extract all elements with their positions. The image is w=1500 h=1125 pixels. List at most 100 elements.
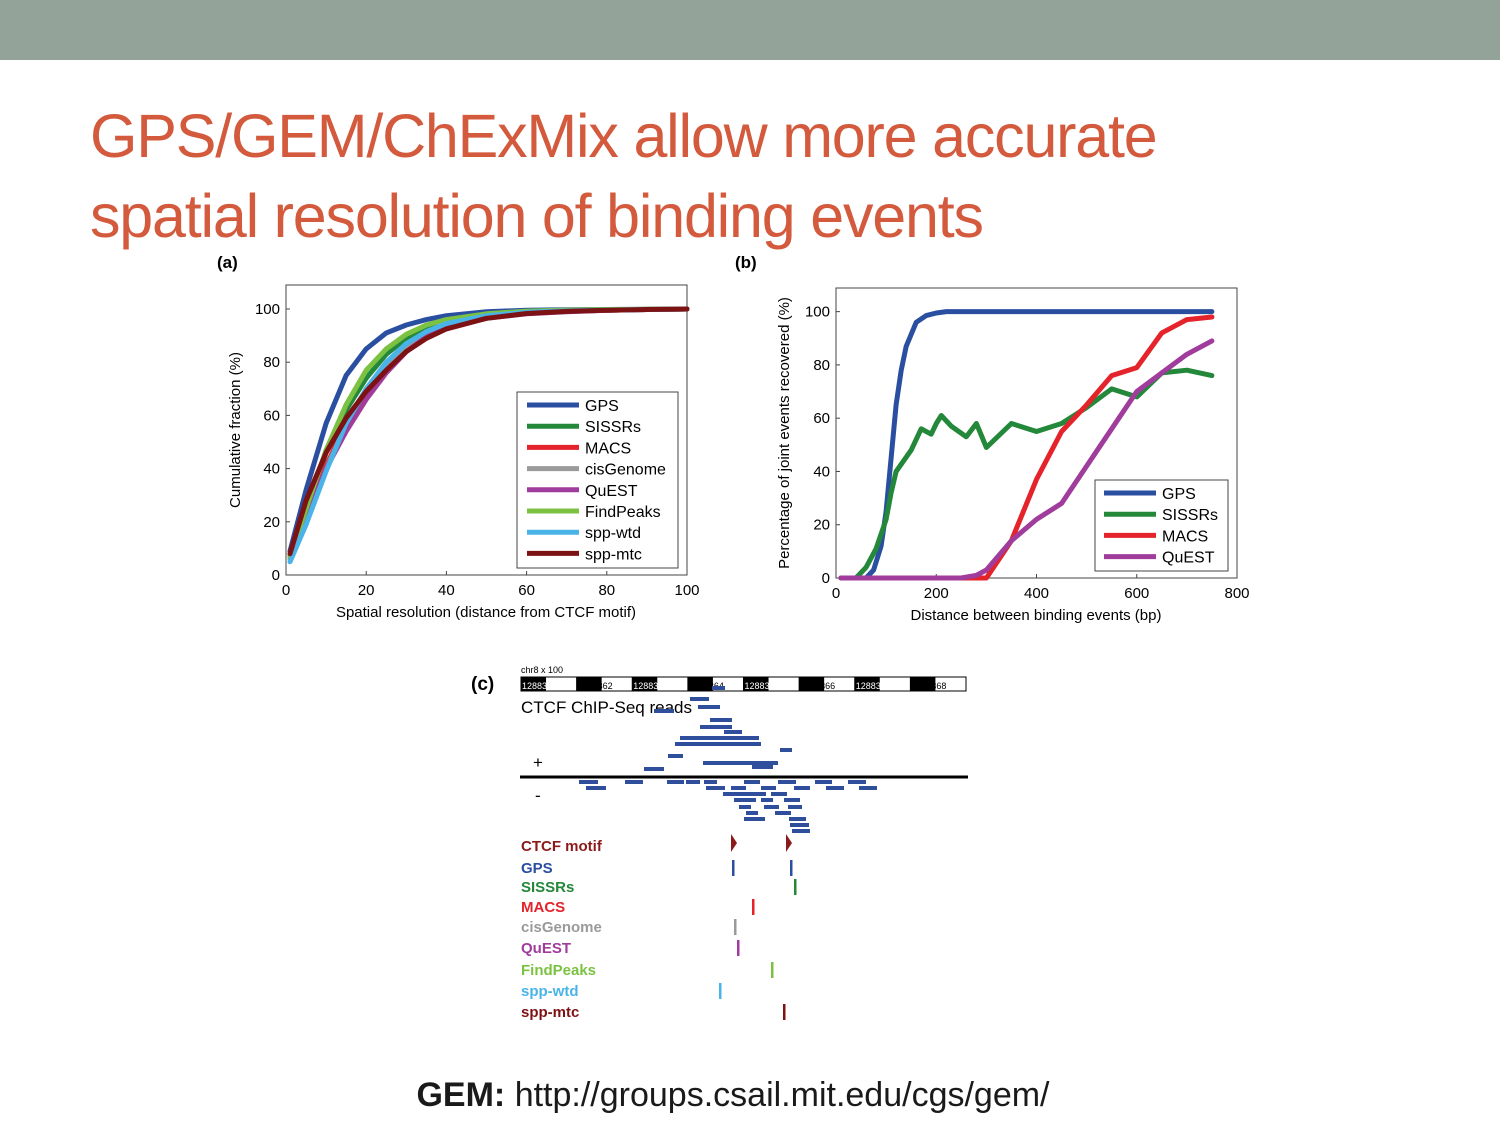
panel-a-legend-label-cisgenome: cisGenome [585, 462, 666, 479]
panel-a-series-spp-mtc [287, 306, 690, 557]
read-plus [644, 767, 664, 771]
ruler-tick-label: 1288364 [689, 681, 724, 691]
read-minus [579, 780, 598, 784]
read-plus [690, 697, 709, 701]
read-minus [625, 780, 643, 784]
read-plus [675, 742, 761, 746]
read-minus [761, 798, 773, 802]
panel-a-legend-box [516, 391, 679, 569]
read-minus [790, 823, 809, 827]
title-line-1: GPS/GEM/ChExMix allow more accurate [90, 102, 1158, 170]
read-minus [859, 786, 877, 790]
ruler-block [521, 677, 547, 691]
read-plus [700, 725, 732, 729]
read-minus [788, 805, 802, 809]
read-minus [686, 780, 700, 784]
read-minus [792, 829, 810, 833]
ruler-block [576, 677, 602, 691]
footer-url[interactable]: http://groups.csail.mit.edu/cgs/gem/ [514, 1076, 1050, 1114]
read-minus [815, 780, 832, 784]
ruler-block [632, 677, 658, 691]
panel-b-legend: GPS SISSRs MACS QuEST [1094, 479, 1229, 572]
panel-b-series-gps [838, 309, 1215, 581]
panel-b-ytick-label: 80 [813, 357, 830, 374]
top-banner [0, 0, 1500, 60]
read-minus [775, 811, 791, 815]
track-label-quest: QuEST [521, 940, 571, 957]
ruler-tick-label: 1288363 [633, 681, 668, 691]
panel-b-ytick-label: 40 [813, 463, 830, 480]
ruler-block [687, 677, 713, 691]
panel-c-label: (c) [471, 674, 494, 695]
read-minus [771, 792, 787, 796]
read-minus [761, 786, 776, 790]
panel-b-series-macs [838, 314, 1215, 581]
panel-b-legend-label-macs: MACS [1162, 528, 1208, 545]
read-minus [744, 780, 760, 784]
panel-b-series-quest [838, 338, 1215, 581]
read-minus [778, 780, 796, 784]
track-label-ctcf-motif: CTCF motif [521, 838, 603, 855]
motif-arrow-icon [786, 834, 792, 852]
track-label-spp-wtd: spp-wtd [521, 983, 579, 1000]
track-mark-spp-mtc [783, 1004, 786, 1020]
ruler-tick-label: 1288362 [578, 681, 613, 691]
read-plus [698, 705, 720, 709]
read-minus [784, 798, 800, 802]
panel-b-ytick-label: 60 [813, 410, 830, 427]
panel-c-genome-view: (c) chr8 x 100 1288361 1288362 1288363 1288… [471, 665, 968, 1021]
panel-b-xtick-label: 400 [1024, 585, 1049, 602]
minus-strand-label: - [535, 786, 541, 805]
panel-a-legend-label-macs: MACS [585, 440, 631, 457]
ruler-tick-label: 1288367 [856, 681, 891, 691]
ruler-tick-label: 1288361 [522, 681, 557, 691]
panel-a-legend-label-spp-wtd: spp-wtd [585, 525, 641, 542]
track-mark-cisgenome [734, 919, 737, 935]
panel-a-xtick-label: 0 [282, 582, 290, 599]
panel-a-xtick-label: 80 [598, 582, 615, 599]
track-label-findpeaks: FindPeaks [521, 962, 596, 979]
panel-a-ytick-label: 80 [263, 354, 280, 371]
reads-title: CTCF ChIP-Seq reads [521, 698, 692, 717]
panel-a-ytick-label: 40 [263, 461, 280, 478]
panel-a-chart: (a) 0 20 40 60 80 100 0 20 40 60 80 100 Spatial res… [217, 253, 700, 621]
ruler-block [799, 677, 825, 691]
slide-title: GPS/GEM/ChExMix allow more accurate spat… [90, 96, 1390, 256]
read-minus [826, 786, 844, 790]
footer-label: GEM: [416, 1076, 506, 1114]
read-minus [746, 811, 758, 815]
read-minus [734, 798, 756, 802]
read-minus [794, 786, 810, 790]
track-mark-findpeaks [771, 962, 774, 978]
panel-b-label: (b) [735, 253, 757, 272]
ruler-block [743, 677, 769, 691]
read-minus [667, 780, 684, 784]
read-plus [680, 736, 759, 740]
panel-b-xtick-label: 600 [1124, 585, 1149, 602]
chip-seq-reads [579, 686, 877, 833]
panel-a-legend-label-sissrs: SISSRs [585, 419, 641, 436]
ruler-title: chr8 x 100 [521, 665, 563, 675]
track-label-spp-mtc: spp-mtc [521, 1004, 579, 1021]
read-plus [654, 709, 674, 713]
genome-ruler: 1288361 1288362 1288363 1288364 1288365 12883… [520, 676, 967, 692]
track-label-cisgenome: cisGenome [521, 919, 602, 936]
panel-a-legend-label-spp-mtc: spp-mtc [585, 546, 642, 563]
panel-b-ytick-label: 100 [805, 304, 830, 321]
read-minus [789, 817, 806, 821]
panel-b-chart: (b) 0 200 400 600 800 0 20 40 60 80 100 Distance b… [735, 253, 1250, 624]
panel-b-ytick-label: 0 [822, 570, 830, 587]
read-minus [723, 792, 740, 796]
panel-b-series-sissrs [838, 367, 1215, 581]
panel-b-xtick-label: 200 [924, 585, 949, 602]
track-mark-quest [737, 940, 740, 956]
track-label-gps: GPS [521, 860, 553, 877]
panel-a-ylabel: Cumulative fraction (%) [227, 352, 244, 508]
panel-a-ytick-label: 100 [255, 301, 280, 318]
read-minus [739, 805, 751, 809]
read-plus [703, 761, 778, 765]
panel-b-ylabel: Percentage of joint events recovered (%) [776, 297, 793, 569]
panel-a-xtick-label: 20 [358, 582, 375, 599]
ruler-tick-label: 1288365 [745, 681, 780, 691]
read-minus [706, 786, 725, 790]
